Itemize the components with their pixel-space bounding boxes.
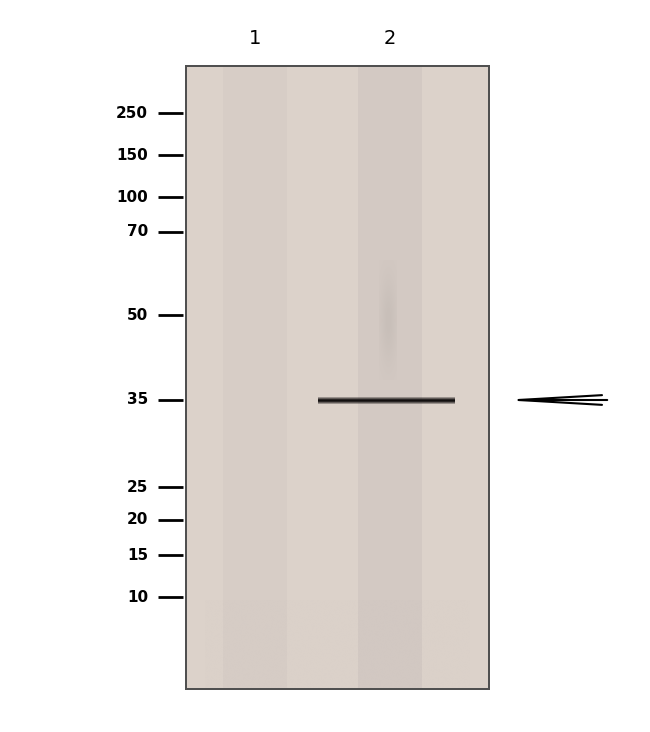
Text: 15: 15 [127, 548, 148, 562]
Text: 20: 20 [127, 512, 148, 528]
Text: 70: 70 [127, 225, 148, 239]
Text: 35: 35 [127, 392, 148, 408]
Text: 25: 25 [127, 479, 148, 495]
Text: 100: 100 [116, 190, 148, 204]
Text: 1: 1 [249, 29, 261, 48]
Text: 10: 10 [127, 589, 148, 605]
Text: 2: 2 [384, 29, 396, 48]
Text: 50: 50 [127, 307, 148, 323]
Text: 250: 250 [116, 105, 148, 121]
Text: 150: 150 [116, 148, 148, 163]
